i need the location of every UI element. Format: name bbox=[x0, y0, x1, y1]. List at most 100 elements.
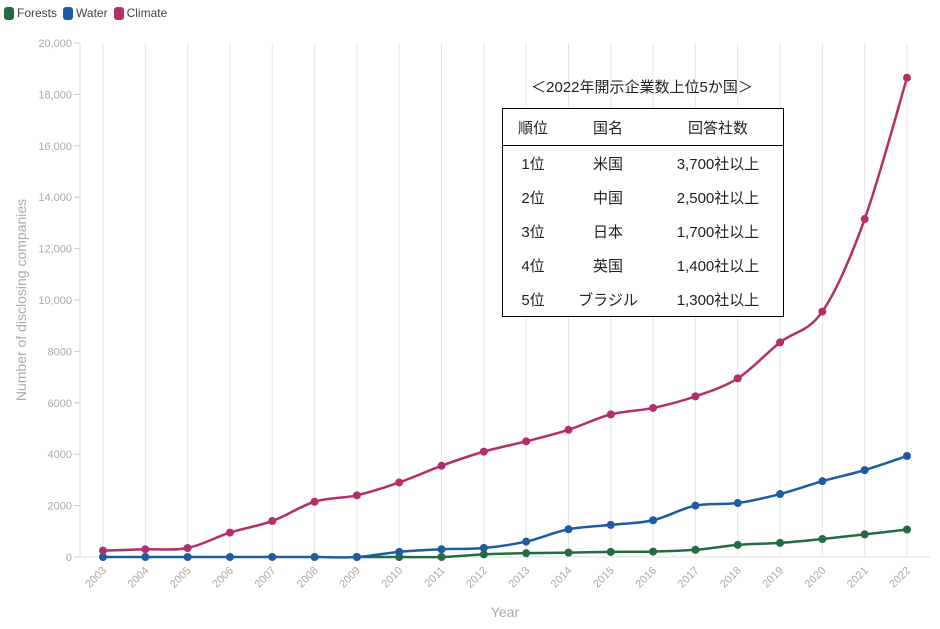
x-tick-label: 2011 bbox=[422, 565, 447, 590]
data-point-climate bbox=[352, 491, 361, 500]
legend-label: Climate bbox=[126, 6, 168, 20]
data-point-forests bbox=[522, 549, 531, 558]
data-point-water bbox=[395, 547, 404, 556]
rank-cell: 5位 bbox=[521, 291, 545, 309]
rank-cell: 2位 bbox=[521, 189, 545, 207]
data-point-climate bbox=[183, 544, 192, 553]
country-cell: 米国 bbox=[592, 155, 623, 173]
data-point-forests bbox=[776, 538, 785, 547]
rank-cell: 4位 bbox=[521, 257, 545, 275]
x-tick-label: 2015 bbox=[591, 565, 617, 591]
legend-swatch bbox=[113, 6, 124, 20]
count-cell: 3,700社以上 bbox=[676, 155, 760, 173]
table-row: 3位 日本 1,700社以上 bbox=[503, 214, 783, 248]
x-tick-label: 2013 bbox=[506, 565, 532, 591]
data-point-climate bbox=[310, 497, 319, 506]
series-line-forests bbox=[356, 528, 908, 559]
data-point-climate bbox=[649, 403, 658, 412]
data-point-water bbox=[903, 451, 911, 460]
data-point-forests bbox=[437, 553, 446, 561]
data-point-climate bbox=[733, 374, 742, 383]
country-cell: 中国 bbox=[592, 189, 623, 207]
data-point-water bbox=[691, 501, 700, 510]
data-point-climate bbox=[479, 447, 488, 456]
data-point-water bbox=[268, 553, 277, 561]
legend-item-climate[interactable]: Climate bbox=[113, 6, 168, 20]
data-point-water bbox=[225, 553, 234, 561]
count-cell: 1,400社以上 bbox=[676, 257, 760, 275]
data-point-forests bbox=[606, 547, 615, 556]
legend: Forests Water Climate bbox=[4, 6, 167, 20]
count-cell: 2,500社以上 bbox=[676, 189, 760, 207]
count-cell: 1,700社以上 bbox=[676, 223, 760, 241]
data-point-climate bbox=[818, 307, 827, 316]
x-tick-label: 2020 bbox=[803, 565, 829, 591]
x-tick-label: 2010 bbox=[380, 565, 406, 591]
data-point-water bbox=[860, 466, 869, 475]
legend-item-water[interactable]: Water bbox=[63, 6, 108, 20]
x-tick-label: 2012 bbox=[464, 565, 490, 591]
x-tick-label: 2022 bbox=[887, 565, 913, 591]
data-point-climate bbox=[606, 410, 615, 419]
legend-label: Forests bbox=[17, 6, 58, 20]
data-point-water bbox=[183, 553, 192, 561]
data-point-forests bbox=[903, 525, 911, 534]
data-point-forests bbox=[649, 547, 658, 556]
y-tick-label: 2000 bbox=[48, 501, 72, 513]
y-tick-label: 12,000 bbox=[38, 244, 72, 256]
country-cell: 日本 bbox=[592, 223, 623, 241]
x-tick-label: 2016 bbox=[633, 565, 659, 591]
rank-cell: 3位 bbox=[521, 223, 545, 241]
x-tick-label: 2021 bbox=[845, 565, 871, 591]
y-tick-label: 6000 bbox=[48, 398, 72, 410]
y-tick-label: 14,000 bbox=[38, 192, 72, 204]
table-row: 1位 米国 3,700社以上 bbox=[503, 146, 783, 180]
x-tick-label: 2018 bbox=[718, 565, 744, 591]
rank-cell: 1位 bbox=[521, 155, 545, 173]
x-tick-label: 2007 bbox=[253, 565, 279, 591]
data-point-water bbox=[733, 499, 742, 508]
data-point-water bbox=[649, 516, 658, 525]
data-point-climate bbox=[691, 392, 700, 401]
y-tick-label: 8000 bbox=[48, 346, 72, 358]
y-tick-label: 4000 bbox=[48, 449, 72, 461]
data-point-climate bbox=[225, 528, 234, 537]
data-point-climate bbox=[564, 425, 573, 434]
data-point-water bbox=[352, 553, 361, 561]
x-tick-label: 2005 bbox=[168, 565, 194, 591]
y-tick-label: 16,000 bbox=[38, 141, 72, 153]
data-point-climate bbox=[776, 338, 785, 347]
x-tick-label: 2004 bbox=[126, 565, 152, 591]
data-point-forests bbox=[479, 550, 488, 559]
x-tick-label: 2003 bbox=[83, 565, 109, 591]
x-tick-label: 2006 bbox=[210, 565, 236, 591]
header-country: 国名 bbox=[592, 119, 623, 137]
country-cell: ブラジル bbox=[578, 291, 638, 309]
legend-swatch bbox=[63, 6, 74, 20]
x-tick-label: 2009 bbox=[337, 565, 363, 591]
data-point-forests bbox=[818, 535, 827, 544]
legend-item-forests[interactable]: Forests bbox=[4, 6, 57, 20]
y-axis-title: Number of disclosing companies bbox=[13, 199, 29, 401]
data-point-forests bbox=[691, 545, 700, 554]
legend-label: Water bbox=[76, 6, 108, 20]
data-point-climate bbox=[522, 437, 531, 446]
data-point-climate bbox=[860, 215, 869, 224]
table-row: 4位 英国 1,400社以上 bbox=[503, 248, 783, 282]
data-point-climate bbox=[903, 73, 911, 82]
legend-swatch bbox=[4, 6, 14, 20]
data-point-forests bbox=[860, 530, 869, 539]
table-row: 2位 中国 2,500社以上 bbox=[503, 180, 783, 214]
x-tick-label: 2019 bbox=[760, 565, 786, 591]
header-rank: 順位 bbox=[517, 119, 548, 137]
country-cell: 英国 bbox=[592, 257, 623, 275]
count-cell: 1,300社以上 bbox=[676, 291, 760, 309]
table-header-row: 順位 国名 回答社数 bbox=[503, 109, 783, 146]
x-tick-label: 2014 bbox=[549, 565, 575, 591]
header-count: 回答社数 bbox=[687, 119, 748, 137]
ranking-table: 順位 国名 回答社数 1位 米国 3,700社以上 2位 中国 2,500社以上 3位 日本 1… bbox=[502, 108, 784, 317]
data-point-water bbox=[437, 545, 446, 554]
data-point-water bbox=[479, 544, 488, 553]
y-tick-label: 10,000 bbox=[38, 295, 72, 307]
